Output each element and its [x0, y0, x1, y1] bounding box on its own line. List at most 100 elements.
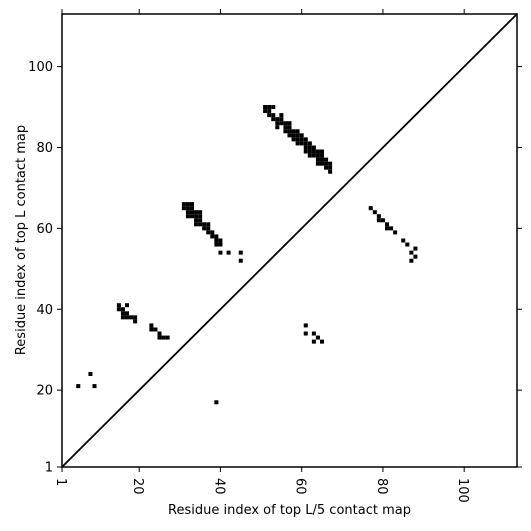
x-axis-ticks: 1 20 40 60 80 100 — [53, 9, 470, 503]
contact-point — [153, 327, 158, 332]
contact-point — [120, 315, 125, 320]
contact-point — [275, 117, 280, 122]
contact-point — [287, 121, 292, 126]
contact-point — [226, 250, 231, 255]
contact-point — [194, 214, 199, 219]
contact-point — [271, 113, 276, 118]
contact-point — [267, 109, 272, 114]
contact-point — [210, 234, 215, 239]
contact-point — [283, 121, 288, 126]
contact-point — [405, 242, 410, 247]
x-axis-label: Residue index of top L/5 contact map — [168, 503, 411, 518]
contact-point — [380, 218, 385, 223]
contact-point — [283, 129, 288, 134]
contact-point — [303, 149, 308, 154]
contact-point — [181, 202, 186, 207]
y-tick-label: 1 — [45, 461, 53, 476]
contact-point — [376, 214, 381, 219]
contact-point — [295, 137, 300, 142]
contact-point — [328, 161, 333, 166]
contact-point — [307, 149, 312, 154]
contact-point — [311, 153, 316, 158]
contact-point — [319, 339, 325, 344]
contact-point — [189, 206, 195, 211]
contact-point — [319, 157, 325, 162]
contact-point — [238, 258, 243, 263]
contact-point — [267, 105, 272, 110]
contact-point — [287, 125, 292, 130]
contact-point — [303, 141, 308, 146]
contact-point — [165, 335, 170, 340]
x-tick-label: 60 — [293, 478, 308, 495]
contact-point — [384, 226, 390, 231]
contact-point — [307, 153, 312, 158]
contact-point — [116, 303, 121, 308]
contact-point — [303, 145, 308, 150]
contact-point — [88, 371, 93, 376]
contact-point — [189, 210, 195, 215]
contact-point — [324, 161, 329, 166]
contact-point — [311, 145, 316, 150]
y-tick-label: 80 — [36, 141, 53, 156]
contact-point — [206, 230, 211, 235]
contact-point — [303, 331, 308, 336]
contact-point — [181, 206, 186, 211]
contact-point — [319, 149, 325, 154]
contact-point — [303, 323, 308, 328]
y-tick-label: 40 — [36, 303, 53, 318]
contact-point — [218, 250, 223, 255]
contact-point — [372, 210, 377, 215]
contact-point — [214, 242, 219, 247]
contact-point — [279, 117, 284, 122]
x-tick-label: 100 — [455, 478, 470, 503]
y-tick-label: 100 — [28, 60, 53, 75]
contact-point — [267, 113, 272, 118]
contact-point — [328, 169, 333, 174]
contact-point — [328, 165, 333, 170]
contact-point — [299, 137, 304, 142]
contact-point — [283, 125, 288, 130]
contact-point — [271, 105, 276, 110]
x-tick-label: 40 — [211, 478, 226, 495]
x-tick-label: 1 — [53, 478, 68, 486]
contact-point — [214, 238, 219, 243]
contact-point — [287, 133, 292, 138]
contact-point — [315, 153, 320, 158]
contact-point — [198, 218, 203, 223]
contact-point — [413, 246, 418, 251]
x-tick-label: 80 — [374, 478, 389, 495]
contact-point — [299, 133, 304, 138]
contact-point — [129, 315, 134, 320]
contact-point — [307, 145, 312, 150]
contact-point — [401, 238, 406, 243]
contact-point — [384, 222, 390, 227]
contact-point — [116, 307, 121, 312]
contact-point — [319, 153, 325, 158]
contact-point — [393, 230, 398, 235]
y-tick-label: 60 — [36, 222, 53, 237]
contact-point — [315, 335, 320, 340]
contact-point — [214, 400, 219, 405]
contact-point — [263, 105, 268, 110]
contact-point — [368, 206, 373, 211]
contact-point — [311, 149, 316, 154]
contact-point — [189, 202, 195, 207]
contact-point — [189, 214, 195, 219]
contact-point — [279, 121, 284, 126]
contact-point — [120, 311, 125, 316]
contact-point — [206, 222, 211, 227]
contact-point — [315, 149, 320, 154]
contact-point — [389, 226, 394, 231]
contact-point — [287, 129, 292, 134]
contact-point — [76, 384, 81, 389]
contact-point — [319, 161, 325, 166]
contact-point — [311, 339, 316, 344]
contact-point — [92, 384, 97, 389]
contact-point — [315, 157, 320, 162]
plot-frame — [61, 13, 518, 468]
contact-point — [133, 315, 138, 320]
contact-point — [218, 242, 223, 247]
contact-point — [185, 210, 190, 215]
contact-point — [275, 125, 280, 130]
